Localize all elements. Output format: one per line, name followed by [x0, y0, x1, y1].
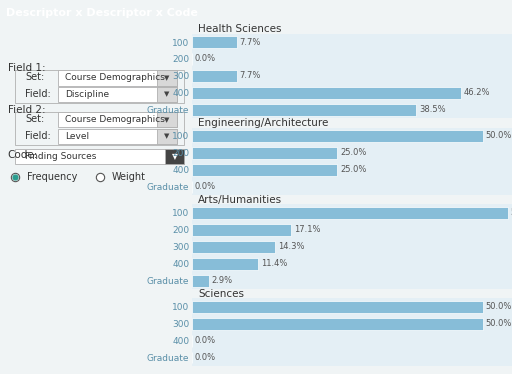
Bar — [192, 164, 337, 176]
FancyBboxPatch shape — [57, 86, 177, 102]
Bar — [192, 87, 461, 99]
Bar — [192, 36, 237, 48]
Text: Level: Level — [66, 132, 90, 141]
Text: 50.0%: 50.0% — [486, 319, 512, 328]
Text: Weight: Weight — [111, 172, 145, 183]
FancyBboxPatch shape — [57, 112, 177, 128]
FancyBboxPatch shape — [57, 70, 177, 86]
Bar — [192, 258, 259, 270]
Text: Field:: Field: — [25, 131, 51, 141]
Text: Field:: Field: — [25, 89, 51, 99]
Text: Arts/Humanities: Arts/Humanities — [199, 195, 283, 205]
Text: 54.3%: 54.3% — [511, 208, 512, 217]
FancyBboxPatch shape — [57, 129, 177, 144]
Text: Course Demographics: Course Demographics — [66, 73, 165, 82]
FancyBboxPatch shape — [15, 149, 184, 164]
Bar — [192, 104, 416, 116]
Text: Field 2:: Field 2: — [8, 105, 45, 115]
Text: 50.0%: 50.0% — [486, 132, 512, 141]
Text: Field 1:: Field 1: — [8, 63, 45, 73]
Text: 11.4%: 11.4% — [261, 259, 288, 268]
Text: 2.9%: 2.9% — [212, 276, 233, 285]
Text: 50.0%: 50.0% — [486, 302, 512, 311]
Bar — [192, 275, 209, 286]
Text: 38.5%: 38.5% — [419, 105, 445, 114]
Text: 17.1%: 17.1% — [294, 226, 321, 234]
FancyBboxPatch shape — [158, 112, 177, 128]
Bar — [192, 70, 237, 82]
Text: Health Sciences: Health Sciences — [199, 24, 282, 34]
Text: 0.0%: 0.0% — [195, 336, 216, 345]
Text: Set:: Set: — [25, 73, 44, 82]
Bar — [192, 224, 291, 236]
Text: ▼: ▼ — [164, 133, 169, 139]
FancyBboxPatch shape — [158, 86, 177, 102]
Bar — [192, 301, 483, 313]
Text: 0.0%: 0.0% — [195, 182, 216, 191]
Text: Discipline: Discipline — [66, 90, 110, 99]
Text: Code:: Code: — [8, 150, 38, 160]
Bar — [192, 207, 508, 219]
Text: 46.2%: 46.2% — [464, 88, 490, 97]
Text: ▼: ▼ — [164, 91, 169, 97]
Text: Sciences: Sciences — [199, 289, 244, 299]
Text: Engineering/Architecture: Engineering/Architecture — [199, 118, 329, 128]
FancyBboxPatch shape — [158, 129, 177, 144]
Bar — [192, 147, 337, 159]
Text: ▼: ▼ — [164, 117, 169, 123]
Bar — [192, 130, 483, 142]
Text: 0.0%: 0.0% — [195, 353, 216, 362]
Text: 25.0%: 25.0% — [340, 165, 367, 174]
Bar — [192, 241, 275, 253]
Text: 14.3%: 14.3% — [278, 242, 305, 251]
FancyBboxPatch shape — [165, 149, 184, 164]
FancyBboxPatch shape — [158, 70, 177, 86]
Text: Course Demographics: Course Demographics — [66, 115, 165, 124]
Text: Finding Sources: Finding Sources — [25, 152, 96, 161]
Text: 25.0%: 25.0% — [340, 148, 367, 157]
Text: Frequency: Frequency — [27, 172, 77, 183]
Text: ▼: ▼ — [172, 152, 178, 161]
Text: Descriptor x Descriptor x Code: Descriptor x Descriptor x Code — [6, 8, 198, 18]
Text: ▼: ▼ — [164, 75, 169, 81]
Bar — [192, 318, 483, 329]
Text: 7.7%: 7.7% — [240, 37, 261, 47]
Text: Set:: Set: — [25, 114, 44, 125]
Text: 0.0%: 0.0% — [195, 55, 216, 64]
Text: 7.7%: 7.7% — [240, 71, 261, 80]
